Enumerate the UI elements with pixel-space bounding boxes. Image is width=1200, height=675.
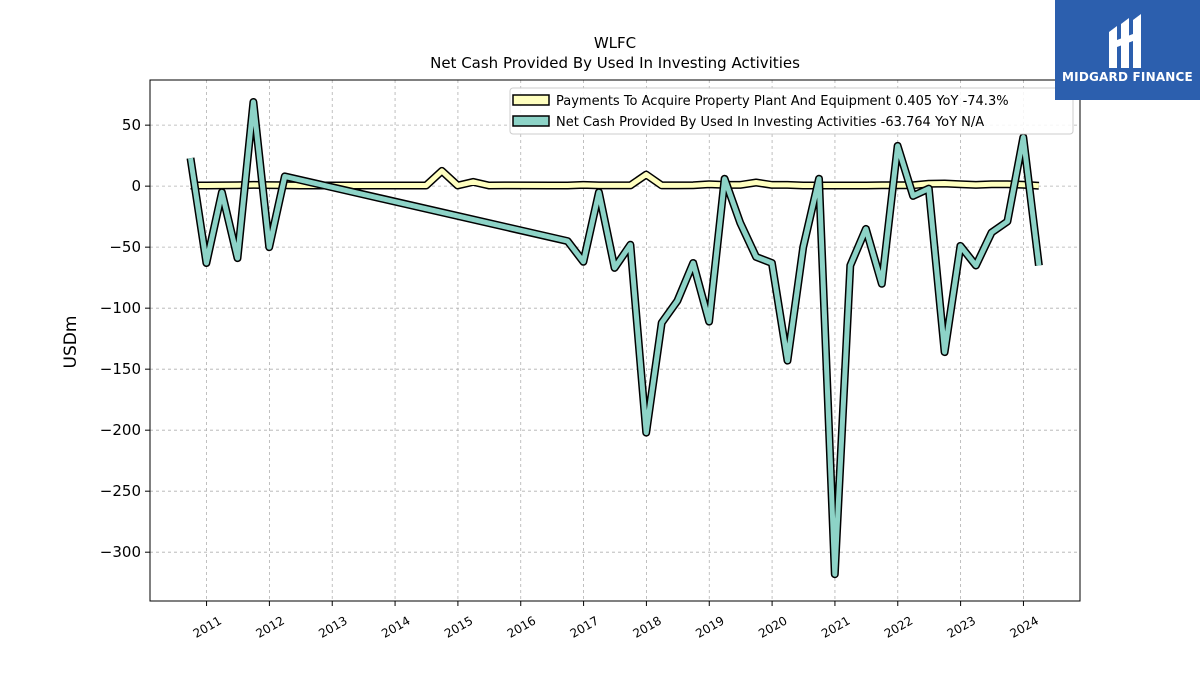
x-tick-label: 2013 xyxy=(316,613,349,640)
midgard-logo-icon xyxy=(1103,10,1151,76)
y-tick-label: −50 xyxy=(109,238,141,256)
x-tick-label: 2022 xyxy=(882,613,915,640)
y-tick-label: 50 xyxy=(122,116,141,134)
x-tick-label: 2021 xyxy=(819,613,852,640)
legend-swatch xyxy=(512,94,550,106)
series-stroke xyxy=(188,99,1042,577)
y-tick-label: −300 xyxy=(100,543,141,561)
x-tick-label: 2019 xyxy=(693,613,726,640)
brand-badge: MIDGARD FINANCE xyxy=(1055,0,1200,100)
x-tick-label: 2020 xyxy=(756,613,789,640)
plot-frame xyxy=(149,79,1081,602)
y-tick-label: −250 xyxy=(100,482,141,500)
brand-name: MIDGARD FINANCE xyxy=(1062,70,1193,84)
y-tick-label: −150 xyxy=(100,360,141,378)
x-tick-label: 2012 xyxy=(253,613,286,640)
series-line-2 xyxy=(186,98,1043,579)
x-tick-label: 2018 xyxy=(630,613,663,640)
legend-swatch xyxy=(512,115,550,127)
y-axis-label: USDm xyxy=(61,316,81,369)
y-tick-label: −100 xyxy=(100,299,141,317)
x-tick-label: 2017 xyxy=(568,613,601,640)
legend: Payments To Acquire Property Plant And E… xyxy=(509,87,1074,135)
x-tick-label: 2014 xyxy=(379,613,412,640)
x-tick-label: 2011 xyxy=(191,613,224,640)
chart-title: WLFC xyxy=(594,34,636,52)
x-tick-label: 2016 xyxy=(505,613,538,640)
x-tick-label: 2015 xyxy=(442,613,475,640)
series-outline xyxy=(186,98,1043,579)
x-tick-label: 2023 xyxy=(945,613,978,640)
x-tick-label: 2024 xyxy=(1007,613,1040,640)
legend-box xyxy=(509,87,1074,135)
chart-subtitle: Net Cash Provided By Used In Investing A… xyxy=(430,54,800,72)
y-tick-label: −200 xyxy=(100,421,141,439)
y-tick-label: 0 xyxy=(131,177,141,195)
legend-label: Payments To Acquire Property Plant And E… xyxy=(556,94,1009,109)
series-lines xyxy=(186,98,1043,579)
legend-label: Net Cash Provided By Used In Investing A… xyxy=(556,115,984,130)
